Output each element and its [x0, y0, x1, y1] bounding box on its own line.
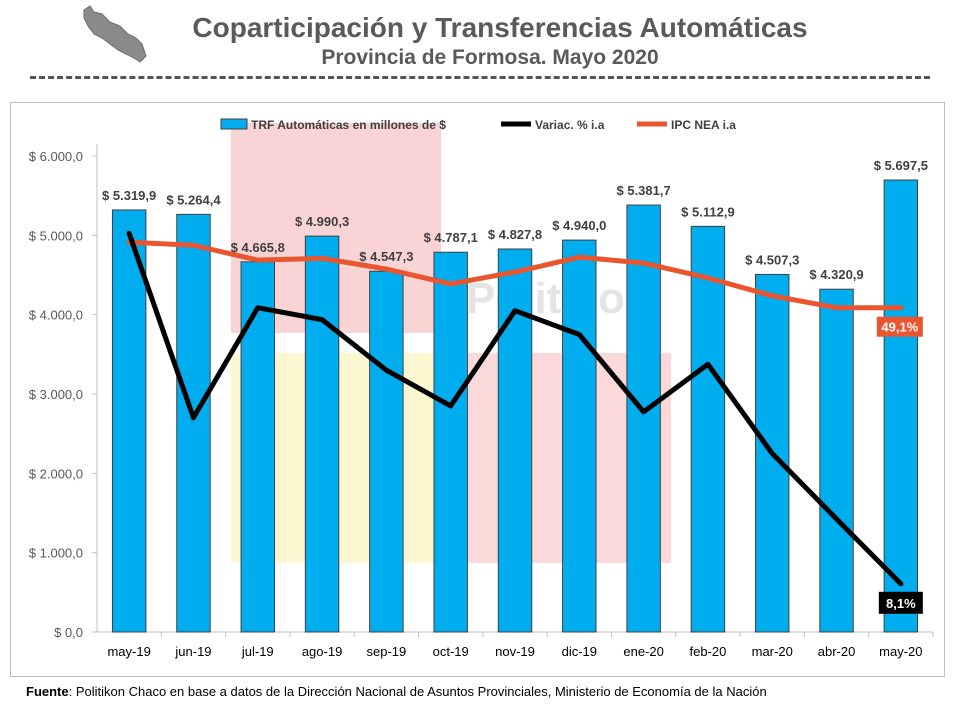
- variation-line: [126, 230, 904, 587]
- bar-value-label: $ 5.381,7: [617, 183, 671, 198]
- chart-title: Coparticipación y Transferencias Automát…: [192, 12, 808, 43]
- x-tick-label: ago-19: [302, 644, 342, 659]
- y-tick-label: $ 5.000,0: [29, 228, 83, 243]
- watermark-text: Politikon: [466, 274, 652, 323]
- x-tick-label: may-19: [107, 644, 150, 659]
- bar: [497, 248, 533, 633]
- x-tick-label: oct-19: [433, 644, 469, 659]
- bar-value-label: $ 4.320,9: [809, 267, 863, 282]
- y-tick-label: $ 1.000,0: [29, 546, 83, 561]
- bar: [433, 251, 468, 633]
- legend-label-ipc: IPC NEA i.a: [671, 118, 736, 132]
- source-label: Fuente: [26, 684, 69, 699]
- chart-svg: Politikon $ 0,0 $ 1.000,0 $ 2.000,0 $ 3.000,…: [29, 118, 934, 659]
- province-map-icon: [83, 5, 147, 63]
- chart-subtitle: Provincia de Formosa. Mayo 2020: [321, 46, 659, 69]
- bar: [690, 225, 726, 633]
- bar-value-label: $ 5.697,5: [874, 158, 928, 173]
- x-tick-label: feb-20: [689, 644, 726, 659]
- variation-end-label-box: [878, 591, 923, 614]
- bar-value-label: $ 4.827,8: [488, 227, 542, 242]
- y-tick-label: $ 0,0: [54, 625, 83, 640]
- bar-value-label: $ 4.665,8: [231, 240, 285, 255]
- source-text: : Politikon Chaco en base a datos de la …: [68, 684, 767, 699]
- x-tick-label: dic-19: [562, 644, 597, 659]
- bar-value-label: $ 4.940,0: [552, 218, 606, 233]
- x-tick-label: abr-20: [818, 644, 856, 659]
- bar: [626, 204, 661, 633]
- bar-value-label: $ 4.547,3: [359, 249, 413, 264]
- bar-value-label: $ 4.787,1: [424, 230, 478, 245]
- bar-value-label: $ 4.990,3: [295, 214, 349, 229]
- x-tick-label: jun-19: [174, 644, 211, 659]
- x-tick-label: may-20: [879, 644, 922, 659]
- legend-label-variation: Variac. % i.a: [535, 118, 605, 132]
- bar: [111, 209, 147, 633]
- bar-value-label: $ 5.319,9: [102, 188, 156, 203]
- bar: [240, 261, 275, 633]
- bar: [369, 270, 404, 633]
- x-tick-label: sep-19: [367, 644, 407, 659]
- bar: [562, 239, 597, 633]
- x-tick-label: mar-20: [752, 644, 793, 659]
- bar: [883, 179, 919, 633]
- y-tick-label: $ 3.000,0: [29, 387, 83, 402]
- legend-swatch-bars: [220, 118, 248, 130]
- dashed-divider: [30, 76, 930, 79]
- bar-value-label: $ 4.507,3: [745, 252, 799, 267]
- bar-value-label: $ 5.112,9: [681, 204, 735, 219]
- ipc-end-label: 49,1%: [881, 320, 918, 335]
- x-tick-label: ene-20: [623, 644, 663, 659]
- x-tick-label: nov-19: [495, 644, 535, 659]
- y-tick-label: $ 4.000,0: [29, 308, 83, 323]
- legend-label-bars: TRF Automáticas en millones de $: [251, 118, 446, 132]
- y-tick-label: $ 6.000,0: [29, 149, 83, 164]
- source-note: Fuente: Politikon Chaco en base a datos …: [26, 684, 767, 699]
- variation-end-label: 8,1%: [886, 596, 916, 611]
- x-tick-label: jul-19: [241, 644, 274, 659]
- chart-area: Politikon $ 0,0 $ 1.000,0 $ 2.000,0 $ 3.000,…: [10, 102, 945, 677]
- ipc-end-label-box: [876, 316, 923, 337]
- bar: [176, 213, 211, 633]
- y-tick-label: $ 2.000,0: [29, 466, 83, 481]
- bar: [819, 288, 854, 633]
- bar-value-label: $ 5.264,4: [166, 192, 221, 207]
- bar: [304, 235, 340, 633]
- ipc-line: [126, 239, 904, 311]
